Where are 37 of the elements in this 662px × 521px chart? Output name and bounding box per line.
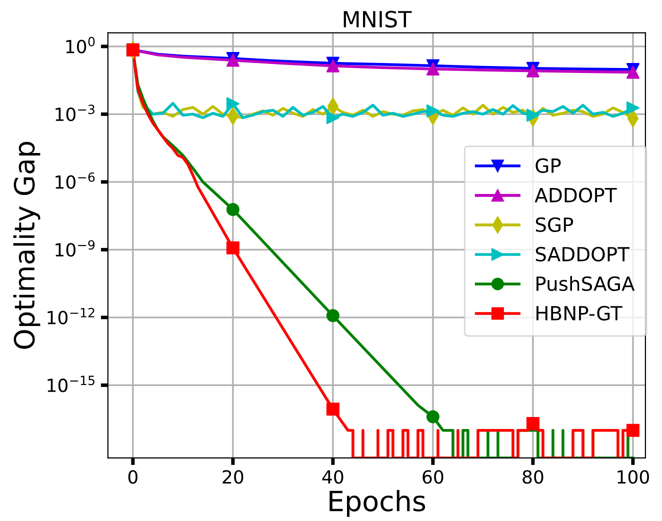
x-tick-label: 80 bbox=[522, 470, 544, 484]
x-tick-label: 60 bbox=[422, 470, 444, 484]
point bbox=[626, 424, 640, 437]
point bbox=[326, 59, 340, 72]
legend-label: SADDOPT bbox=[536, 246, 630, 262]
point bbox=[326, 402, 340, 416]
y-tick-label: 10$^{−3}$ bbox=[56, 104, 94, 122]
legend-label: HBNP-GT bbox=[536, 306, 622, 321]
y-tick-label: 10$^{−12}$ bbox=[48, 308, 94, 324]
point bbox=[326, 111, 340, 124]
point bbox=[626, 66, 640, 79]
point bbox=[626, 101, 640, 114]
point bbox=[526, 64, 540, 78]
x-tick-label: 20 bbox=[222, 470, 244, 484]
x-tick-label: 0 bbox=[128, 470, 138, 484]
y-tick-label: 10$^{−6}$ bbox=[56, 172, 95, 189]
y-tick-label: 10$^{−9}$ bbox=[56, 240, 95, 257]
point bbox=[526, 417, 540, 430]
point bbox=[326, 309, 340, 322]
y-tick-label: 10$^{0}$ bbox=[66, 36, 95, 54]
y-axis-title: Optimality Gap bbox=[13, 142, 40, 349]
legend-label: PushSAGA bbox=[536, 276, 635, 292]
point bbox=[226, 203, 240, 216]
x-tick-label: 40 bbox=[322, 470, 344, 484]
point bbox=[426, 104, 440, 118]
point bbox=[426, 410, 440, 424]
point bbox=[526, 108, 540, 122]
legend-label: SGP bbox=[536, 217, 574, 232]
x-axis-title: Epochs bbox=[330, 490, 426, 517]
legend-label: GP bbox=[536, 158, 561, 173]
point bbox=[226, 97, 240, 110]
legend-label: ADDOPT bbox=[534, 188, 617, 203]
point bbox=[226, 241, 240, 254]
y-tick-label: 10$^{−15}$ bbox=[48, 376, 94, 392]
x-tick-label: 100 bbox=[618, 470, 649, 484]
point bbox=[426, 62, 440, 76]
chart-title: MNIST bbox=[344, 10, 412, 28]
